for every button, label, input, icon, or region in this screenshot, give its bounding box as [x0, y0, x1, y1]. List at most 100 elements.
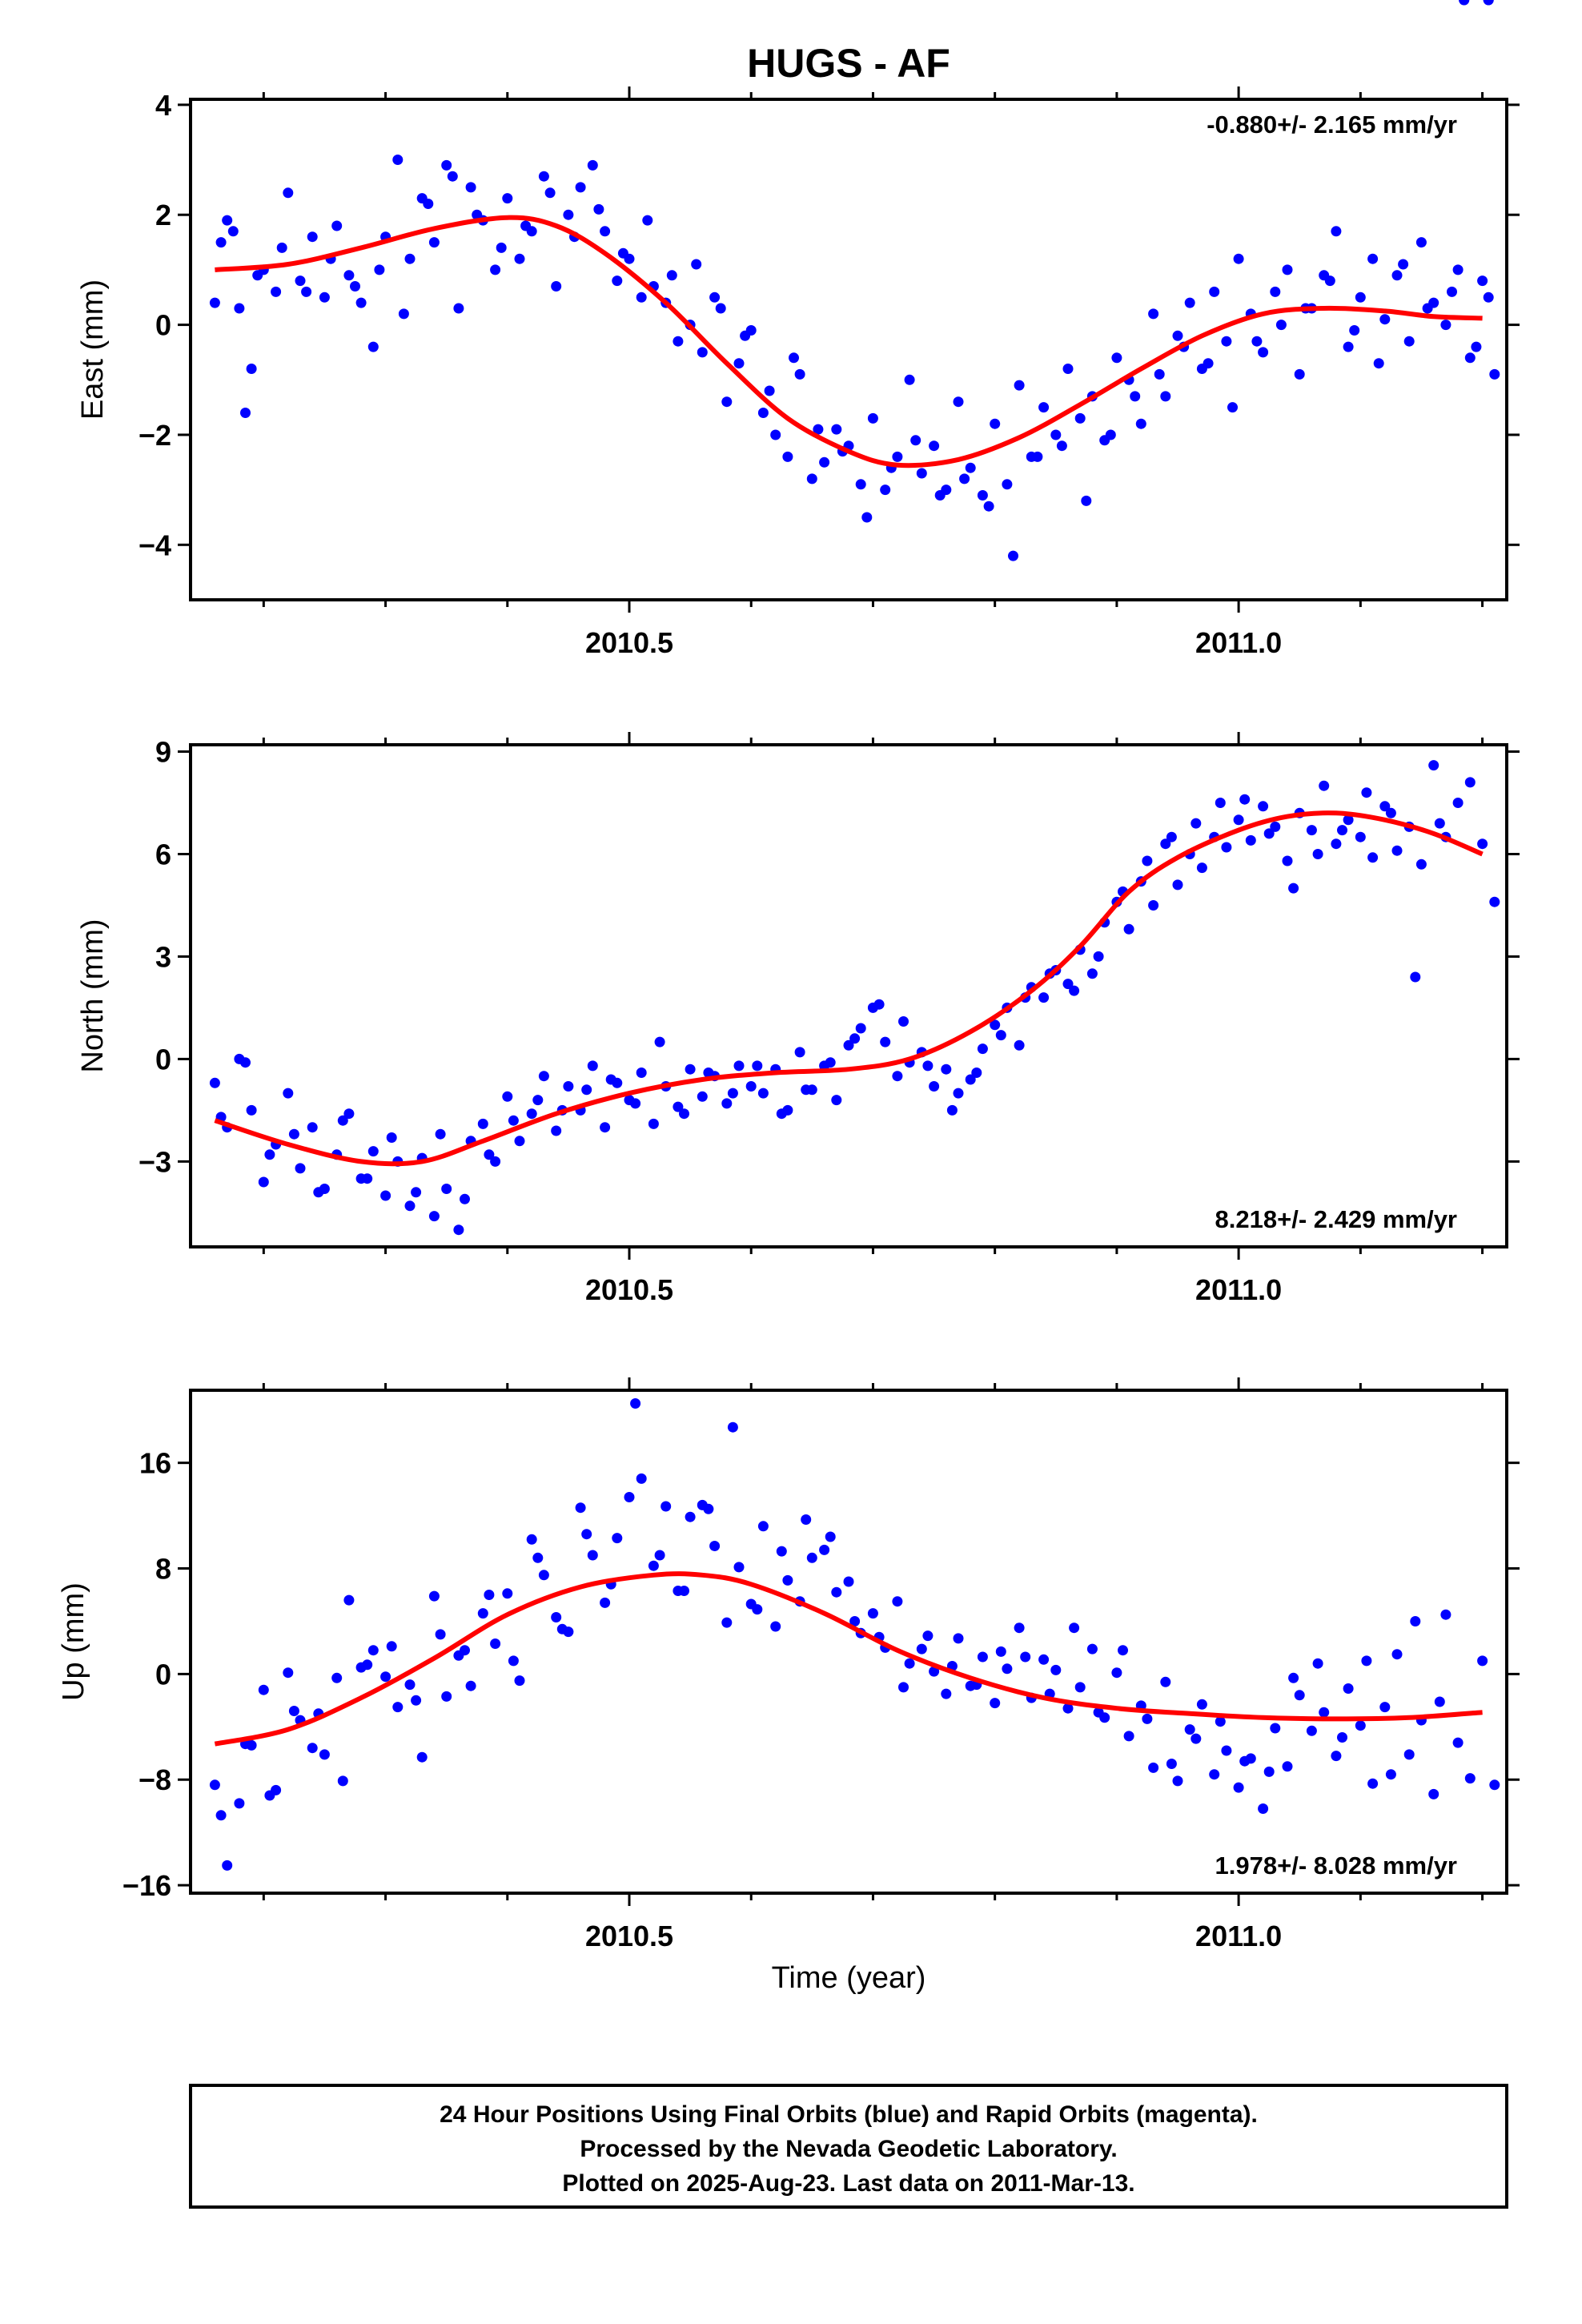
- north-data-point: [745, 1081, 757, 1092]
- east-data-point: [1452, 264, 1464, 275]
- north-data-point: [1239, 794, 1251, 805]
- north-data-point: [1062, 979, 1074, 990]
- up-data-point: [685, 1511, 696, 1522]
- up-data-point: [222, 1860, 233, 1871]
- north-data-point: [460, 1193, 470, 1204]
- up-data-point: [1093, 1707, 1104, 1718]
- east-data-point: [764, 385, 775, 396]
- north-data-point: [654, 1036, 665, 1047]
- east-data-point: [636, 292, 647, 303]
- up-data-point: [1312, 1658, 1323, 1669]
- north-data-point: [1410, 971, 1421, 983]
- up-data-point: [526, 1534, 537, 1545]
- north-data-point: [1142, 855, 1153, 866]
- north-data-point: [441, 1184, 452, 1194]
- east-y-tick-label: 4: [155, 89, 171, 122]
- north-data-point: [1258, 801, 1269, 812]
- up-data-point: [1452, 1737, 1464, 1748]
- up-data-point: [1239, 1755, 1251, 1767]
- up-data-point: [1172, 1775, 1183, 1787]
- north-data-point: [1148, 900, 1159, 911]
- up-data-point: [411, 1695, 422, 1706]
- east-data-point: [1440, 320, 1452, 331]
- east-data-point: [1464, 352, 1476, 364]
- up-data-point: [1319, 1707, 1330, 1718]
- up-data-point: [733, 1562, 745, 1573]
- east-data-point: [1172, 330, 1183, 341]
- up-data-point: [1379, 1702, 1391, 1713]
- east-data-point: [283, 187, 294, 199]
- east-plot-frame: [189, 98, 1508, 601]
- up-plot-frame: [189, 1389, 1508, 1895]
- up-data-point: [1166, 1759, 1177, 1769]
- up-data-point: [661, 1501, 672, 1512]
- north-data-point: [757, 1088, 769, 1099]
- east-data-point: [740, 330, 751, 341]
- up-data-point: [307, 1743, 318, 1754]
- east-data-point: [1074, 412, 1086, 424]
- east-data-point: [1403, 336, 1415, 347]
- north-data-point: [1172, 879, 1183, 891]
- north-data-point: [995, 1030, 1006, 1041]
- east-data-point: [612, 275, 623, 287]
- up-data-point: [1464, 1773, 1476, 1784]
- east-data-point: [215, 237, 227, 248]
- east-data-point: [1415, 237, 1427, 248]
- up-data-point: [825, 1531, 836, 1542]
- north-data-point: [1379, 801, 1391, 812]
- east-x-tick-label: 2011.0: [1195, 626, 1282, 659]
- east-data-point: [892, 451, 903, 462]
- north-data-point: [477, 1118, 488, 1129]
- east-data-point: [367, 341, 379, 352]
- north-data-point: [1464, 777, 1476, 788]
- east-data-point: [819, 456, 830, 468]
- north-data-point: [1093, 951, 1104, 962]
- north-data-point: [1196, 862, 1207, 874]
- up-data-point: [1294, 1690, 1305, 1701]
- up-data-point: [1483, 0, 1494, 6]
- north-data-point: [587, 1060, 598, 1072]
- north-data-point: [636, 1068, 647, 1078]
- east-data-point: [831, 424, 842, 435]
- north-data-point: [1086, 968, 1098, 979]
- north-rate-label: 8.218+/- 2.429 mm/yr: [1215, 1205, 1457, 1233]
- up-y-tick-label: −8: [139, 1763, 171, 1796]
- east-data-point: [472, 209, 483, 220]
- up-data-point: [898, 1682, 909, 1693]
- up-data-point: [1434, 1696, 1445, 1707]
- up-data-point: [283, 1667, 294, 1679]
- chart-title: HUGS - AF: [747, 41, 950, 86]
- up-x-tick-label: 2011.0: [1195, 1920, 1282, 1952]
- up-data-point: [575, 1502, 586, 1514]
- up-data-point: [1361, 1655, 1372, 1667]
- east-y-tick-label: 0: [155, 309, 171, 342]
- up-data-point: [1282, 1761, 1293, 1772]
- north-data-point: [1434, 818, 1445, 829]
- north-plot-frame: [189, 743, 1508, 1248]
- up-data-point: [1263, 1766, 1275, 1777]
- east-data-point: [1447, 286, 1457, 297]
- east-data-point: [1203, 358, 1214, 369]
- east-data-point: [331, 220, 343, 231]
- north-data-point: [1160, 838, 1171, 850]
- up-data-point: [1184, 1724, 1195, 1735]
- north-data-point: [794, 1047, 805, 1058]
- north-data-point: [1337, 825, 1347, 836]
- east-data-point: [1130, 391, 1141, 402]
- east-data-point: [1373, 358, 1384, 369]
- north-data-point: [679, 1108, 689, 1120]
- north-data-point: [428, 1211, 440, 1222]
- north-data-point: [288, 1128, 299, 1140]
- east-data-point: [1477, 275, 1488, 287]
- east-data-point: [355, 297, 367, 308]
- up-data-point: [953, 1633, 964, 1644]
- up-data-point: [1428, 1788, 1439, 1799]
- east-data-point: [563, 209, 574, 220]
- north-data-point: [1343, 814, 1354, 826]
- east-data-point: [1050, 429, 1062, 440]
- up-data-point: [831, 1586, 842, 1598]
- north-data-point: [1331, 838, 1342, 850]
- east-y-axis-title: East (mm): [76, 279, 110, 420]
- up-data-point: [234, 1798, 245, 1809]
